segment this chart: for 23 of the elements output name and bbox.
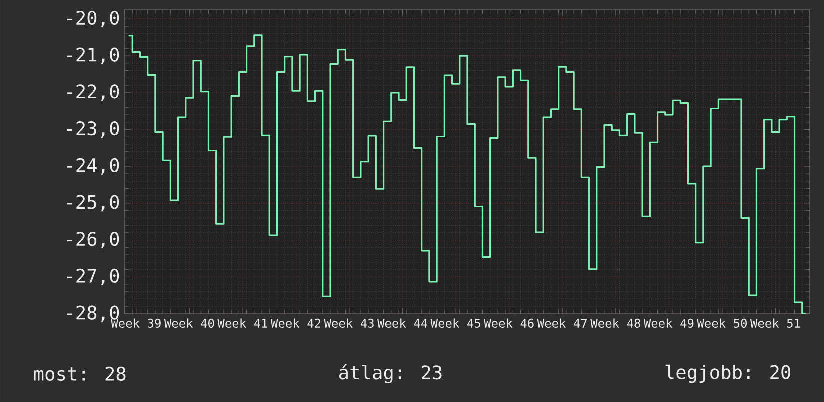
x-tick-label: Week 46 <box>484 318 534 328</box>
y-tick-label: -20,0 <box>67 10 120 28</box>
x-tick-label: Week 44 <box>378 318 428 328</box>
y-tick-label: -27,0 <box>67 268 120 286</box>
y-tick-label: -25,0 <box>67 195 120 212</box>
text: átlag: 23 <box>339 364 442 384</box>
y-tick-label: -21,0 <box>67 48 120 64</box>
x-tick-label: Week 47 <box>537 318 588 328</box>
x-tick-label: Week 41 <box>218 318 268 328</box>
y-tick-label: -23,0 <box>67 122 120 138</box>
text: legjobb: 20 <box>666 364 791 384</box>
y-tick-label: -26,0 <box>67 232 120 249</box>
x-tick-label: Week 40 <box>164 318 214 328</box>
x-tick-label: Week 45 <box>430 318 480 328</box>
x-tick-label: Week 48 <box>590 318 640 328</box>
x-tick-label: Week 50 <box>697 318 747 328</box>
x-tick-label: Week 42 <box>270 318 321 328</box>
x-tick-label: Week 51 <box>750 318 800 328</box>
y-tick-label: -22,0 <box>67 84 120 102</box>
y-tick-label: -24,0 <box>67 158 120 175</box>
x-tick-label: Week 49 <box>644 318 694 328</box>
text: most: 28 <box>34 366 126 382</box>
x-tick-label: Week 43 <box>324 318 374 328</box>
